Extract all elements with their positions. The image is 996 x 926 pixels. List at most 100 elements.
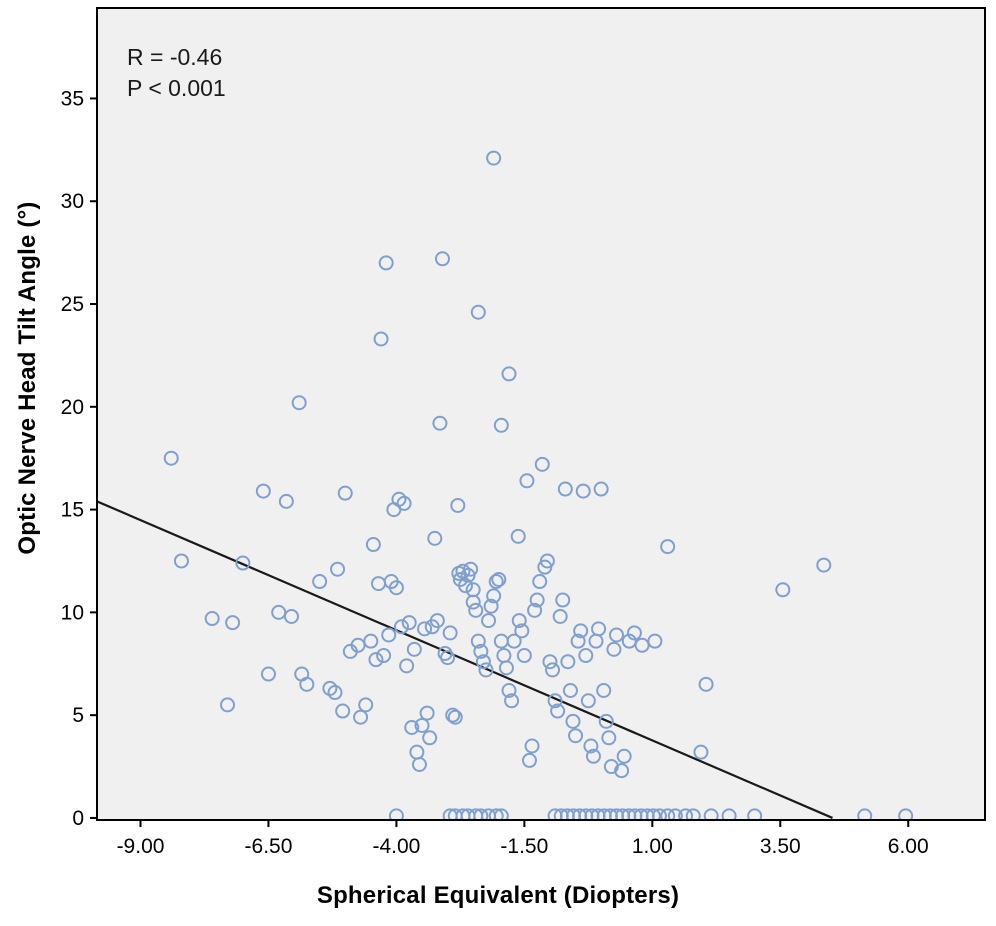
data-point-marker <box>473 643 489 659</box>
data-point-marker <box>493 808 509 820</box>
data-point-marker <box>463 561 479 577</box>
data-point-marker <box>721 808 737 820</box>
data-point-marker <box>703 808 719 820</box>
y-tick-label: 10 <box>61 601 84 624</box>
data-point-marker <box>378 255 394 271</box>
data-point-marker <box>335 703 351 719</box>
data-point-marker <box>585 748 601 764</box>
data-point-marker <box>220 697 236 713</box>
plot-area-background <box>97 8 985 820</box>
data-point-marker <box>516 648 532 664</box>
data-point-marker <box>353 709 369 725</box>
y-tick-label: 25 <box>61 293 84 316</box>
x-tick-label: -9.00 <box>117 835 165 858</box>
x-tick-label: -1.50 <box>500 835 548 858</box>
data-point-marker <box>621 633 637 649</box>
data-point-marker <box>414 717 430 733</box>
data-point-marker <box>578 648 594 664</box>
data-point-marker <box>651 808 667 820</box>
data-point-marker <box>593 481 609 497</box>
data-point-marker <box>358 697 374 713</box>
data-point-marker <box>678 808 694 820</box>
y-tick-label: 20 <box>61 396 84 419</box>
data-point-marker <box>660 539 676 555</box>
data-point-marker <box>645 808 661 820</box>
data-point-marker <box>271 604 287 620</box>
regression-line <box>97 500 833 819</box>
data-point-marker <box>898 808 914 820</box>
data-point-marker <box>486 588 502 604</box>
y-axis-title: Optic Nerve Head Tilt Angle (°) <box>14 201 41 555</box>
data-point-marker <box>440 650 456 666</box>
data-point-marker <box>283 608 299 624</box>
data-point-marker <box>465 594 481 610</box>
data-point-marker <box>857 808 873 820</box>
data-point-marker <box>429 613 445 629</box>
y-tick-label: 30 <box>61 190 84 213</box>
data-point-marker <box>519 473 535 489</box>
data-point-marker <box>616 748 632 764</box>
data-point-marker <box>568 728 584 744</box>
data-point-marker <box>565 713 581 729</box>
data-point-marker <box>488 808 504 820</box>
data-point-marker <box>173 553 189 569</box>
data-point-marker <box>634 637 650 653</box>
data-point-marker <box>591 621 607 637</box>
data-point-marker <box>376 648 392 664</box>
data-point-marker <box>598 713 614 729</box>
data-point-marker <box>606 641 622 657</box>
data-point-marker <box>411 756 427 772</box>
data-point-marker <box>570 633 586 649</box>
data-point-marker <box>255 483 271 499</box>
data-point-marker <box>647 633 663 649</box>
y-tick-label: 5 <box>72 704 84 727</box>
data-point-marker <box>747 808 763 820</box>
data-point-marker <box>278 493 294 509</box>
data-point-marker <box>163 450 179 466</box>
plot-border <box>96 7 986 821</box>
data-point-marker <box>381 627 397 643</box>
data-point-marker <box>434 251 450 267</box>
data-point-marker <box>327 685 343 701</box>
data-point-marker <box>539 553 555 569</box>
data-point-marker <box>406 641 422 657</box>
data-point-marker <box>419 705 435 721</box>
data-point-marker <box>580 693 596 709</box>
data-point-marker <box>667 808 683 820</box>
data-point-marker <box>399 658 415 674</box>
data-point-marker <box>501 682 517 698</box>
data-point-marker <box>504 693 520 709</box>
data-point-marker <box>373 331 389 347</box>
data-point-marker <box>560 654 576 670</box>
data-point-marker <box>204 611 220 627</box>
data-point-marker <box>506 633 522 649</box>
data-point-marker <box>394 619 410 635</box>
data-point-marker <box>524 738 540 754</box>
data-point-marker <box>614 763 630 779</box>
data-point-marker <box>573 623 589 639</box>
data-point-marker <box>698 676 714 692</box>
r-value-text: R = -0.46 <box>127 44 223 70</box>
data-point-marker <box>510 528 526 544</box>
data-point-marker <box>557 481 573 497</box>
data-point-marker <box>481 613 497 629</box>
data-point-marker <box>450 497 466 513</box>
x-tick-label: 6.00 <box>888 835 929 858</box>
y-tick-label: 0 <box>72 807 84 830</box>
data-point-marker <box>529 592 545 608</box>
data-point-marker <box>368 652 384 668</box>
data-point-marker <box>555 592 571 608</box>
p-value-text: P < 0.001 <box>127 75 226 101</box>
y-tick-label: 35 <box>61 87 84 110</box>
data-point-marker <box>498 660 514 676</box>
data-point-marker <box>527 602 543 618</box>
data-point-marker <box>501 366 517 382</box>
data-point-marker <box>291 395 307 411</box>
data-point-marker <box>478 662 494 678</box>
data-point-marker <box>693 744 709 760</box>
data-point-marker <box>547 693 563 709</box>
data-point-marker <box>396 495 412 511</box>
data-point-marker <box>350 637 366 653</box>
data-point-marker <box>470 633 486 649</box>
data-point-marker <box>493 417 509 433</box>
